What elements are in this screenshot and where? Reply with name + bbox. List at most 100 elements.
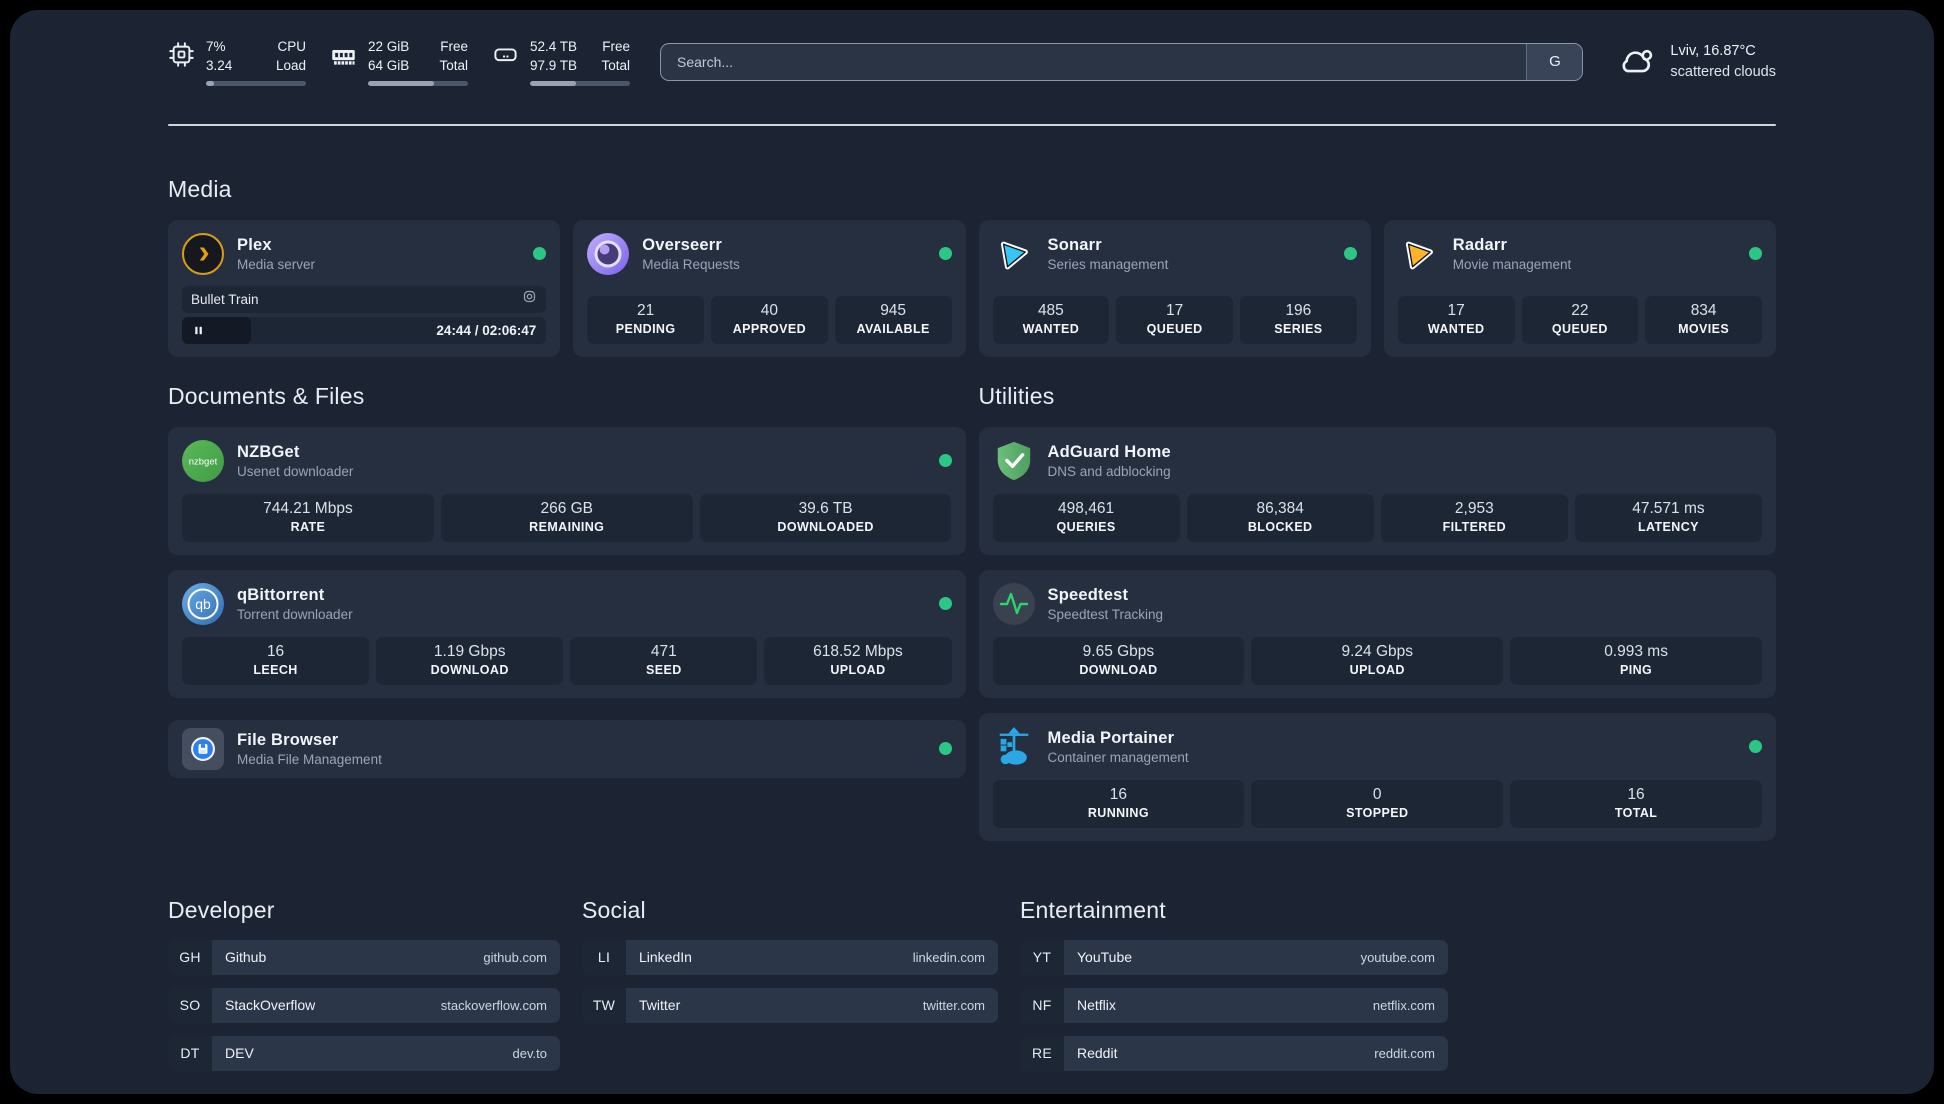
- bookmark-url: github.com: [483, 949, 547, 965]
- storage-metric: 52.4 TB Free 97.9 TB Total: [492, 38, 630, 86]
- app-title: Overseerr: [642, 235, 723, 254]
- nzbget-icon: nzbget: [182, 439, 224, 482]
- app-title: AdGuard Home: [1047, 442, 1171, 461]
- card-adguard[interactable]: AdGuard Home DNS and adblocking 498,461 Q…: [978, 426, 1776, 555]
- bookmark-youtube[interactable]: YT YouTube youtube.com: [1020, 939, 1448, 975]
- card-radarr[interactable]: Radarr Movie management 17 WANTED 22 QUEUE…: [1383, 219, 1776, 357]
- bookmark-abbr: TW: [582, 987, 626, 1023]
- bookmark-name: Github: [225, 949, 267, 966]
- cpu-metric: 7% CPU 3.24 Load: [168, 38, 306, 86]
- bookmark-group-entertainment: Entertainment YT YouTube youtube.com NF N…: [1020, 897, 1448, 1071]
- bookmark-abbr: LI: [582, 939, 626, 975]
- stat-wanted: 485 WANTED: [992, 295, 1110, 344]
- bookmark-url: twitter.com: [922, 997, 985, 1013]
- app-title: NZBGet: [237, 442, 300, 461]
- app-subtitle: Speedtest Tracking: [1047, 606, 1164, 622]
- card-portainer[interactable]: Media Portainer Container management 16 R…: [978, 712, 1776, 841]
- status-dot: [1749, 247, 1762, 261]
- section-title-developer: Developer: [168, 896, 275, 923]
- app-subtitle: Movie management: [1452, 256, 1572, 272]
- app-title: Radarr: [1452, 235, 1508, 254]
- camera-icon[interactable]: [522, 289, 537, 309]
- sonarr-icon: [993, 233, 1035, 275]
- cpu-label: CPU: [277, 39, 306, 54]
- card-overseerr[interactable]: Overseerr Media Requests 21 PENDING 40 APP…: [573, 219, 966, 357]
- bookmark-url: dev.to: [512, 1045, 547, 1061]
- status-dot: [938, 742, 952, 756]
- bookmark-github[interactable]: GH Github github.com: [168, 939, 560, 975]
- status-dot: [938, 597, 952, 611]
- card-filebrowser[interactable]: File Browser Media File Management: [168, 719, 966, 778]
- stat-filtered: 2,953 FILTERED: [1380, 493, 1568, 542]
- card-nzbget[interactable]: nzbget NZBGet Usenet downloader 744.21 M…: [168, 426, 966, 555]
- ram-icon: [330, 41, 357, 86]
- top-bar: 7% CPU 3.24 Load 22 GiB Free 64 GiB: [168, 38, 1776, 86]
- weather-location-temp: Lviv, 16.87°C: [1670, 42, 1756, 59]
- card-speedtest[interactable]: Speedtest Speedtest Tracking 9.65 Gbps DO…: [978, 569, 1776, 698]
- weather-condition: scattered clouds: [1670, 63, 1776, 80]
- cpu-icon: [168, 41, 195, 86]
- stat-seed: 471 SEED: [570, 636, 758, 685]
- bookmark-url: linkedin.com: [912, 949, 985, 965]
- bookmark-url: reddit.com: [1374, 1045, 1435, 1061]
- stat-approved: 40 APPROVED: [711, 295, 828, 344]
- bookmark-netflix[interactable]: NF Netflix netflix.com: [1020, 987, 1448, 1023]
- header-divider: [168, 123, 1776, 126]
- search-engine-button[interactable]: G: [1526, 43, 1583, 80]
- app-subtitle: Series management: [1047, 256, 1169, 272]
- card-sonarr[interactable]: Sonarr Series management 485 WANTED 17 QUE…: [978, 219, 1371, 357]
- radarr-icon: [1398, 233, 1440, 275]
- storage-total-label: Total: [601, 57, 630, 73]
- stat-remaining: 266 GB REMAINING: [440, 493, 693, 542]
- bookmark-abbr: SO: [168, 987, 212, 1023]
- search-input[interactable]: [661, 43, 1527, 80]
- storage-free-value: 52.4 TB: [530, 39, 578, 54]
- plex-icon: [182, 232, 224, 275]
- status-dot: [533, 247, 547, 261]
- memory-metric: 22 GiB Free 64 GiB Total: [330, 38, 468, 86]
- filebrowser-icon: [182, 727, 224, 770]
- pause-icon[interactable]: [192, 323, 205, 338]
- bookmark-name: Reddit: [1077, 1045, 1118, 1062]
- search-bar: G: [660, 42, 1584, 81]
- now-playing-title: Bullet Train: [191, 291, 259, 307]
- app-subtitle: Media Requests: [642, 256, 740, 272]
- stat-queued: 17 QUEUED: [1116, 295, 1233, 344]
- playback-time: 24:44 / 02:06:47: [436, 322, 537, 338]
- svg-text:qb: qb: [195, 596, 211, 612]
- qbittorrent-icon: qb: [182, 582, 224, 625]
- bookmark-name: DEV: [225, 1045, 254, 1062]
- stat-queued: 22 QUEUED: [1521, 295, 1639, 344]
- bookmark-dev[interactable]: DT DEV dev.to: [168, 1035, 560, 1071]
- cpu-progress-bar: [206, 80, 306, 86]
- app-subtitle: Torrent downloader: [237, 606, 353, 622]
- stat-downloaded: 39.6 TB DOWNLOADED: [699, 493, 952, 542]
- bookmark-abbr: DT: [168, 1035, 212, 1071]
- bookmark-name: Netflix: [1077, 997, 1116, 1014]
- bookmark-stackoverflow[interactable]: SO StackOverflow stackoverflow.com: [168, 987, 560, 1023]
- card-plex[interactable]: Plex Media server Bullet Train: [168, 219, 561, 357]
- card-qbittorrent[interactable]: qb qBittorrent Torrent downloader 16 LEEC…: [168, 569, 966, 698]
- stat-rate: 744.21 Mbps RATE: [182, 493, 434, 542]
- stat-download: 1.19 Gbps DOWNLOAD: [376, 636, 564, 685]
- stat-wanted: 17 WANTED: [1397, 295, 1515, 344]
- bookmark-reddit[interactable]: RE Reddit reddit.com: [1020, 1035, 1448, 1071]
- bookmark-abbr: RE: [1020, 1035, 1064, 1071]
- section-title-utilities: Utilities: [978, 382, 1055, 409]
- bookmark-linkedin[interactable]: LI LinkedIn linkedin.com: [582, 939, 998, 975]
- system-metrics: 7% CPU 3.24 Load 22 GiB Free 64 GiB: [168, 38, 630, 86]
- stat-pending: 21 PENDING: [587, 295, 704, 344]
- portainer-icon: [993, 726, 1035, 768]
- overseerr-icon: [587, 232, 630, 275]
- memory-free-value: 22 GiB: [368, 39, 410, 54]
- section-title-social: Social: [582, 896, 646, 923]
- bookmark-url: netflix.com: [1372, 997, 1435, 1013]
- storage-free-label: Free: [602, 39, 630, 54]
- app-title: qBittorrent: [237, 585, 325, 604]
- bookmark-twitter[interactable]: TW Twitter twitter.com: [582, 987, 998, 1023]
- memory-free-label: Free: [440, 39, 468, 54]
- stat-latency: 47.571 ms LATENCY: [1574, 493, 1762, 542]
- stat-blocked: 86,384 BLOCKED: [1186, 493, 1374, 542]
- stat-series: 196 SERIES: [1240, 295, 1357, 344]
- storage-total-value: 97.9 TB: [530, 57, 578, 73]
